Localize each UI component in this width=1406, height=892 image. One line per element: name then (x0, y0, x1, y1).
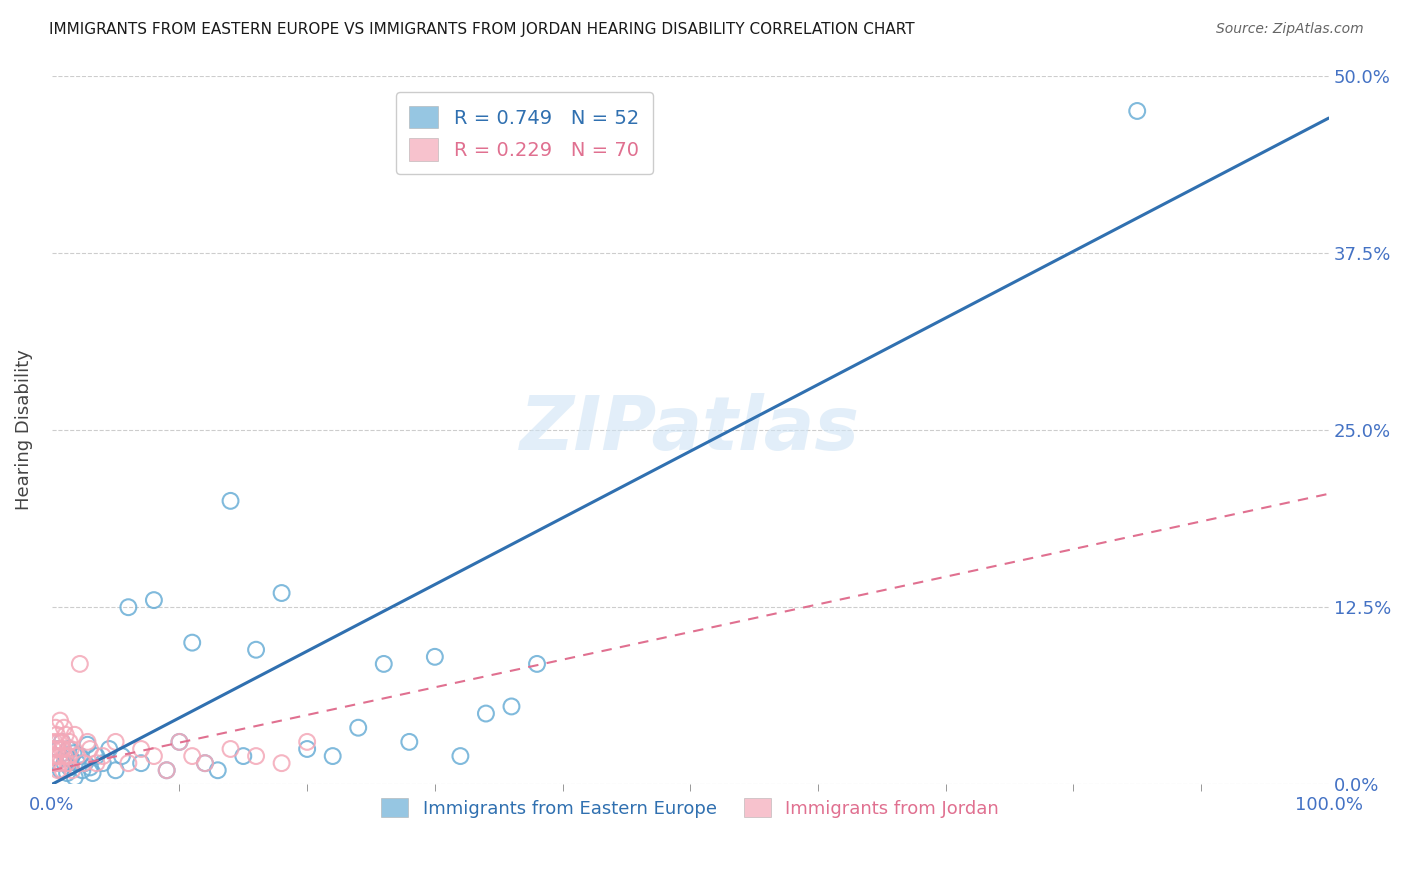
Legend: Immigrants from Eastern Europe, Immigrants from Jordan: Immigrants from Eastern Europe, Immigran… (374, 791, 1007, 825)
Point (181, 635, 204, 649)
Point (56, 756, 79, 771)
Point (55, 728, 77, 742)
Point (129, 756, 152, 771)
Point (156, 764, 179, 778)
Point (48, 749, 70, 764)
Point (46, 764, 69, 778)
Point (49, 756, 72, 771)
Point (46, 742, 69, 756)
Point (66, 749, 89, 764)
Point (398, 735, 420, 749)
Point (232, 749, 254, 764)
Point (181, 749, 204, 764)
Point (51, 742, 73, 756)
Point (53, 756, 76, 771)
Point (169, 735, 191, 749)
Point (117, 756, 139, 771)
Point (45, 756, 67, 771)
Point (501, 699, 523, 714)
Point (46, 742, 69, 756)
Point (44, 735, 66, 749)
Point (245, 642, 267, 657)
Point (42, 742, 65, 756)
Point (79, 760, 101, 774)
Point (52, 764, 75, 778)
Point (63, 728, 86, 742)
Text: IMMIGRANTS FROM EASTERN EUROPE VS IMMIGRANTS FROM JORDAN HEARING DISABILITY CORR: IMMIGRANTS FROM EASTERN EUROPE VS IMMIGR… (49, 22, 915, 37)
Text: Source: ZipAtlas.com: Source: ZipAtlas.com (1216, 22, 1364, 37)
Point (76, 735, 98, 749)
Point (66, 756, 89, 771)
Point (56, 766, 79, 780)
Point (449, 749, 471, 764)
Point (48, 735, 70, 749)
Point (194, 756, 217, 771)
Point (86, 756, 108, 771)
Point (73, 756, 96, 771)
Point (91, 749, 114, 764)
Point (156, 764, 179, 778)
Point (104, 735, 127, 749)
Point (373, 657, 395, 671)
Point (63, 770, 86, 784)
Point (58, 749, 80, 764)
Point (270, 586, 292, 600)
Point (52, 721, 75, 735)
Point (60, 764, 83, 778)
Point (322, 749, 344, 764)
Point (129, 742, 152, 756)
Point (86, 749, 108, 764)
Point (169, 735, 191, 749)
Point (44, 749, 66, 764)
Point (91, 756, 114, 771)
Point (69, 749, 91, 764)
Point (207, 764, 229, 778)
Point (347, 721, 370, 735)
Point (111, 749, 134, 764)
Point (72, 764, 94, 778)
Point (59, 752, 82, 766)
Point (79, 742, 101, 756)
Point (45, 728, 67, 742)
Point (52, 742, 75, 756)
Point (73, 756, 96, 771)
Point (245, 749, 267, 764)
Point (117, 600, 139, 615)
Point (295, 742, 318, 756)
Point (142, 593, 165, 607)
Point (1126, 103, 1149, 118)
Point (76, 738, 98, 752)
Point (58, 742, 80, 756)
Point (45, 721, 67, 735)
Point (53, 749, 76, 764)
Point (526, 657, 548, 671)
Point (475, 706, 498, 721)
Point (49, 714, 72, 728)
Point (98, 742, 121, 756)
Point (59, 742, 82, 756)
Point (82, 766, 104, 780)
Point (45, 756, 67, 771)
Point (42, 756, 65, 771)
Point (51, 735, 73, 749)
Point (194, 756, 217, 771)
Point (219, 494, 242, 508)
Point (62, 746, 84, 760)
Point (270, 756, 292, 771)
Point (69, 657, 91, 671)
Text: ZIPatlas: ZIPatlas (520, 393, 860, 467)
Point (51, 735, 73, 749)
Point (59, 760, 82, 774)
Point (295, 735, 318, 749)
Point (423, 649, 446, 664)
Point (49, 764, 72, 778)
Point (142, 749, 165, 764)
Y-axis label: Hearing Disability: Hearing Disability (15, 350, 32, 510)
Point (59, 735, 82, 749)
Point (219, 742, 242, 756)
Point (55, 749, 77, 764)
Point (104, 764, 127, 778)
